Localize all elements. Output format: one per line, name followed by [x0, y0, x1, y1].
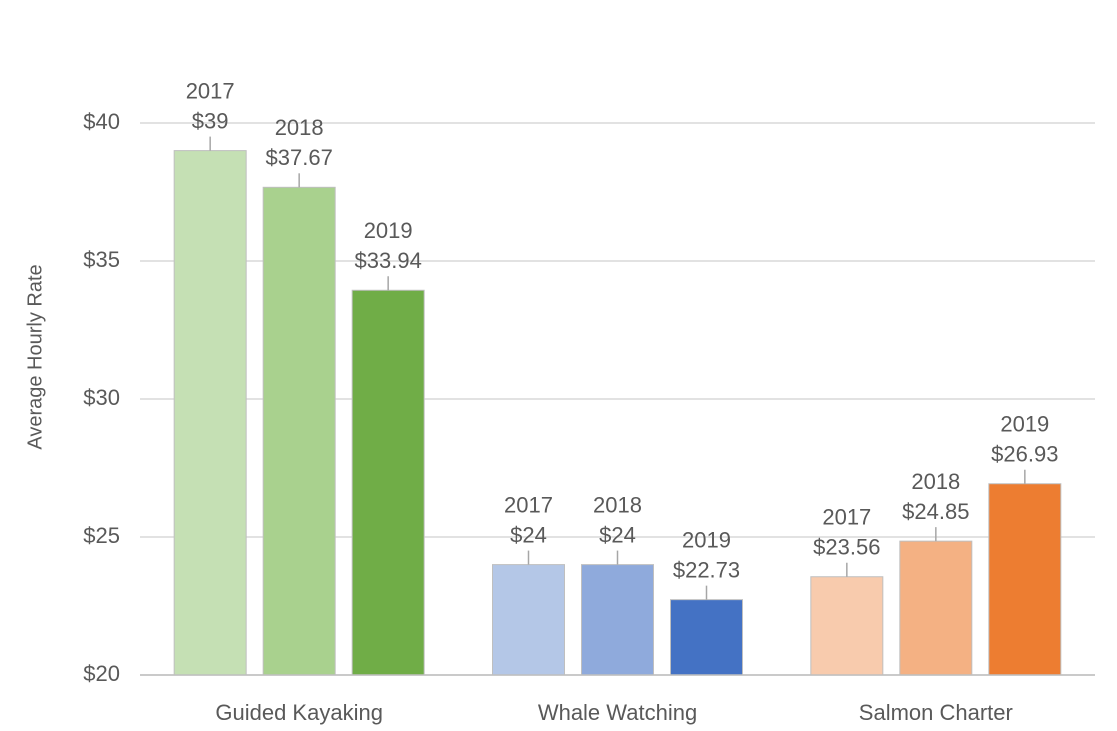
data-label: $24 — [599, 522, 636, 547]
data-label-series: 2017 — [504, 492, 553, 517]
data-label: $33.94 — [355, 248, 422, 273]
data-label-series: 2017 — [186, 78, 235, 103]
y-tick-label: $30 — [83, 385, 120, 410]
bar — [670, 599, 743, 676]
y-tick-label: $20 — [83, 661, 120, 686]
data-label: $37.67 — [266, 145, 333, 170]
x-tick-label: Salmon Charter — [859, 700, 1013, 725]
y-tick-label: $25 — [83, 523, 120, 548]
bar — [581, 564, 654, 676]
data-label-series: 2019 — [682, 527, 731, 552]
bar — [810, 576, 884, 676]
data-label: $24.85 — [902, 499, 969, 524]
data-label: $22.73 — [673, 557, 740, 582]
x-tick-label: Guided Kayaking — [215, 700, 383, 725]
data-label: $23.56 — [813, 535, 880, 560]
y-axis-title: Average Hourly Rate — [24, 264, 46, 449]
bar — [988, 483, 1062, 676]
y-tick-label: $40 — [83, 109, 120, 134]
data-label-series: 2018 — [275, 115, 324, 140]
bar — [899, 540, 973, 676]
bar — [351, 289, 425, 676]
bar — [492, 564, 565, 676]
data-label-series: 2019 — [1000, 412, 1049, 437]
bar — [262, 186, 336, 676]
bar — [173, 150, 247, 676]
data-label: $24 — [510, 522, 547, 547]
data-label: $39 — [192, 108, 229, 133]
data-label-series: 2019 — [364, 218, 413, 243]
data-label: $26.93 — [991, 442, 1058, 467]
data-label-series: 2018 — [911, 469, 960, 494]
data-label-series: 2017 — [822, 505, 871, 530]
y-tick-label: $35 — [83, 247, 120, 272]
x-tick-label: Whale Watching — [538, 700, 697, 725]
data-label-series: 2018 — [593, 492, 642, 517]
